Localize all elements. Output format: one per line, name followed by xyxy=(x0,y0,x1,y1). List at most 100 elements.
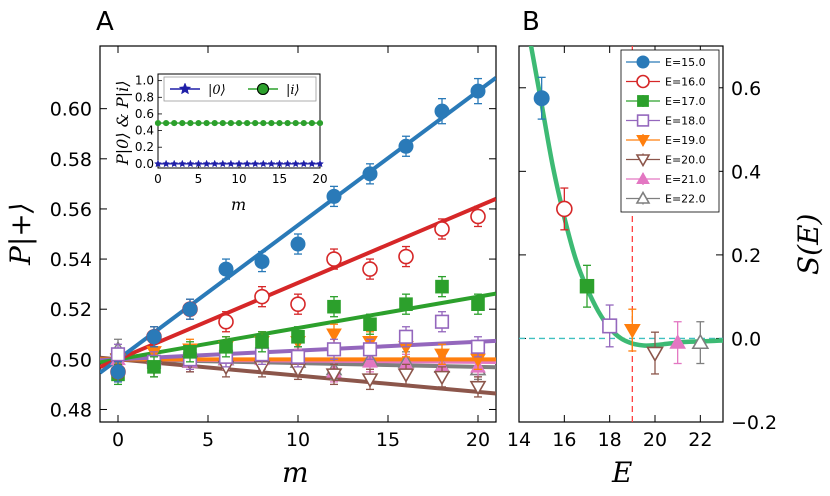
data-point-E=15.0 xyxy=(254,254,270,270)
inset-point xyxy=(315,159,325,168)
data-point-E=15.0 xyxy=(110,364,126,380)
inset-point xyxy=(244,119,251,127)
y-tick-label: 0.50 xyxy=(50,349,92,371)
x-tick-label: 20 xyxy=(466,429,490,451)
inset-legend: |0⟩ |i⟩ xyxy=(163,76,317,102)
legend-label: E=16.0 xyxy=(665,76,706,89)
y-tick-label: 0.54 xyxy=(50,249,92,271)
data-point-E=18.0 xyxy=(326,342,342,357)
panel-a-plot-area xyxy=(100,76,496,398)
inset-x-tick-label: 20 xyxy=(312,172,327,186)
fit-line-E=15.0 xyxy=(100,76,496,375)
x-tick-label: 15 xyxy=(376,429,400,451)
inset-point xyxy=(307,159,316,168)
x-tick-label: 18 xyxy=(598,429,622,451)
y-tick-label: 0.60 xyxy=(50,99,92,121)
y-tick-label: 0.0 xyxy=(731,328,761,350)
inset-x-tick-label: 10 xyxy=(231,172,246,186)
data-point-E=15.0 xyxy=(434,103,450,119)
data-point-E=20.0 xyxy=(646,346,664,363)
data-point-E=17.0 xyxy=(399,297,413,311)
panel-b-legend-box xyxy=(620,49,720,213)
data-point-E=17.0 xyxy=(219,340,233,354)
data-point-E=16.0 xyxy=(218,313,234,330)
data-point-E=16.0 xyxy=(326,251,342,267)
inset-legend-marker-ring xyxy=(257,83,269,95)
legend-marker xyxy=(636,74,650,89)
inset-point xyxy=(203,119,210,127)
y-tick-label: 0.2 xyxy=(731,245,761,267)
inset-legend-label: |0⟩ xyxy=(208,83,226,98)
legend-marker xyxy=(635,190,651,204)
inset-point xyxy=(211,119,218,127)
legend-marker xyxy=(635,154,651,168)
inset-point xyxy=(308,119,315,127)
data-point-E=15.0 xyxy=(182,301,198,317)
data-point-E=15.0 xyxy=(290,236,306,252)
inset-point xyxy=(202,159,211,168)
legend-label: E=15.0 xyxy=(665,56,706,69)
x-tick-label: 14 xyxy=(507,429,531,451)
inset-point xyxy=(163,119,170,127)
panel-b-y-ticks: −0.2 0.0 0.2 0.4 0.6 xyxy=(519,78,777,434)
y-tick-label: 0.56 xyxy=(50,199,92,221)
data-point-E=21.0 xyxy=(362,353,378,368)
panel-b-series-group xyxy=(519,46,723,422)
legend-marker xyxy=(637,95,649,107)
data-point-E=19.0 xyxy=(623,323,641,339)
inset-point xyxy=(259,159,268,168)
inset-point xyxy=(252,119,259,127)
inset-point xyxy=(187,119,194,127)
inset-point xyxy=(186,159,195,168)
data-point-E=16.0 xyxy=(398,248,414,265)
data-point-E=18.0 xyxy=(470,339,486,354)
inset-point xyxy=(210,159,219,168)
data-point-E=15.0 xyxy=(146,329,162,345)
inset-point xyxy=(267,159,276,168)
legend-label: E=18.0 xyxy=(665,115,706,128)
inset-y-label: P|0⟩ & P|i⟩ xyxy=(113,80,132,166)
data-point-E=18.0 xyxy=(434,314,450,329)
x-tick-label: 10 xyxy=(286,429,310,451)
inset-legend-label: |i⟩ xyxy=(286,83,300,98)
inset-y-tick-label: 0.0 xyxy=(135,157,154,171)
legend-marker xyxy=(636,171,650,184)
panel-a-letter: A xyxy=(96,7,114,37)
data-point-E=18.0 xyxy=(398,329,414,344)
inset-point xyxy=(283,159,292,168)
data-point-E=17.0 xyxy=(579,278,595,294)
data-point-E=15.0 xyxy=(326,188,342,204)
y-tick-label: 0.48 xyxy=(50,399,92,421)
data-point-E=22.0 xyxy=(691,333,710,350)
x-tick-label: 16 xyxy=(552,429,576,451)
inset-point xyxy=(194,159,203,168)
inset-y-tick-label: 0.8 xyxy=(135,90,154,104)
data-point-E=18.0 xyxy=(362,342,378,357)
inset-point xyxy=(292,119,299,127)
data-point-E=17.0 xyxy=(435,279,449,294)
data-point-E=17.0 xyxy=(291,329,305,344)
data-point-E=17.0 xyxy=(327,299,341,314)
panel-b-letter: B xyxy=(522,7,540,37)
inset-point xyxy=(227,119,234,127)
data-point-E=18.0 xyxy=(110,347,126,362)
inset-x-label: m xyxy=(231,195,246,214)
inset-point xyxy=(291,159,300,168)
legend-label: E=17.0 xyxy=(665,95,706,108)
inset-point xyxy=(218,159,227,168)
inset-point xyxy=(219,119,226,127)
inset-x-tick-label: 5 xyxy=(195,172,203,186)
inset-point xyxy=(170,159,179,168)
legend-marker xyxy=(636,114,650,127)
inset-y-tick-label: 0.6 xyxy=(135,107,154,121)
inset-point xyxy=(300,119,307,127)
data-point-E=16.0 xyxy=(254,288,270,305)
inset-point xyxy=(235,119,243,127)
inset-point xyxy=(299,159,308,168)
inset-point xyxy=(243,159,252,168)
inset-y-tick-label: 1.0 xyxy=(135,74,154,88)
panel-b-y-label: S(E) xyxy=(792,214,825,275)
data-point-E=21.0 xyxy=(669,334,687,349)
x-tick-label: 20 xyxy=(643,429,667,451)
